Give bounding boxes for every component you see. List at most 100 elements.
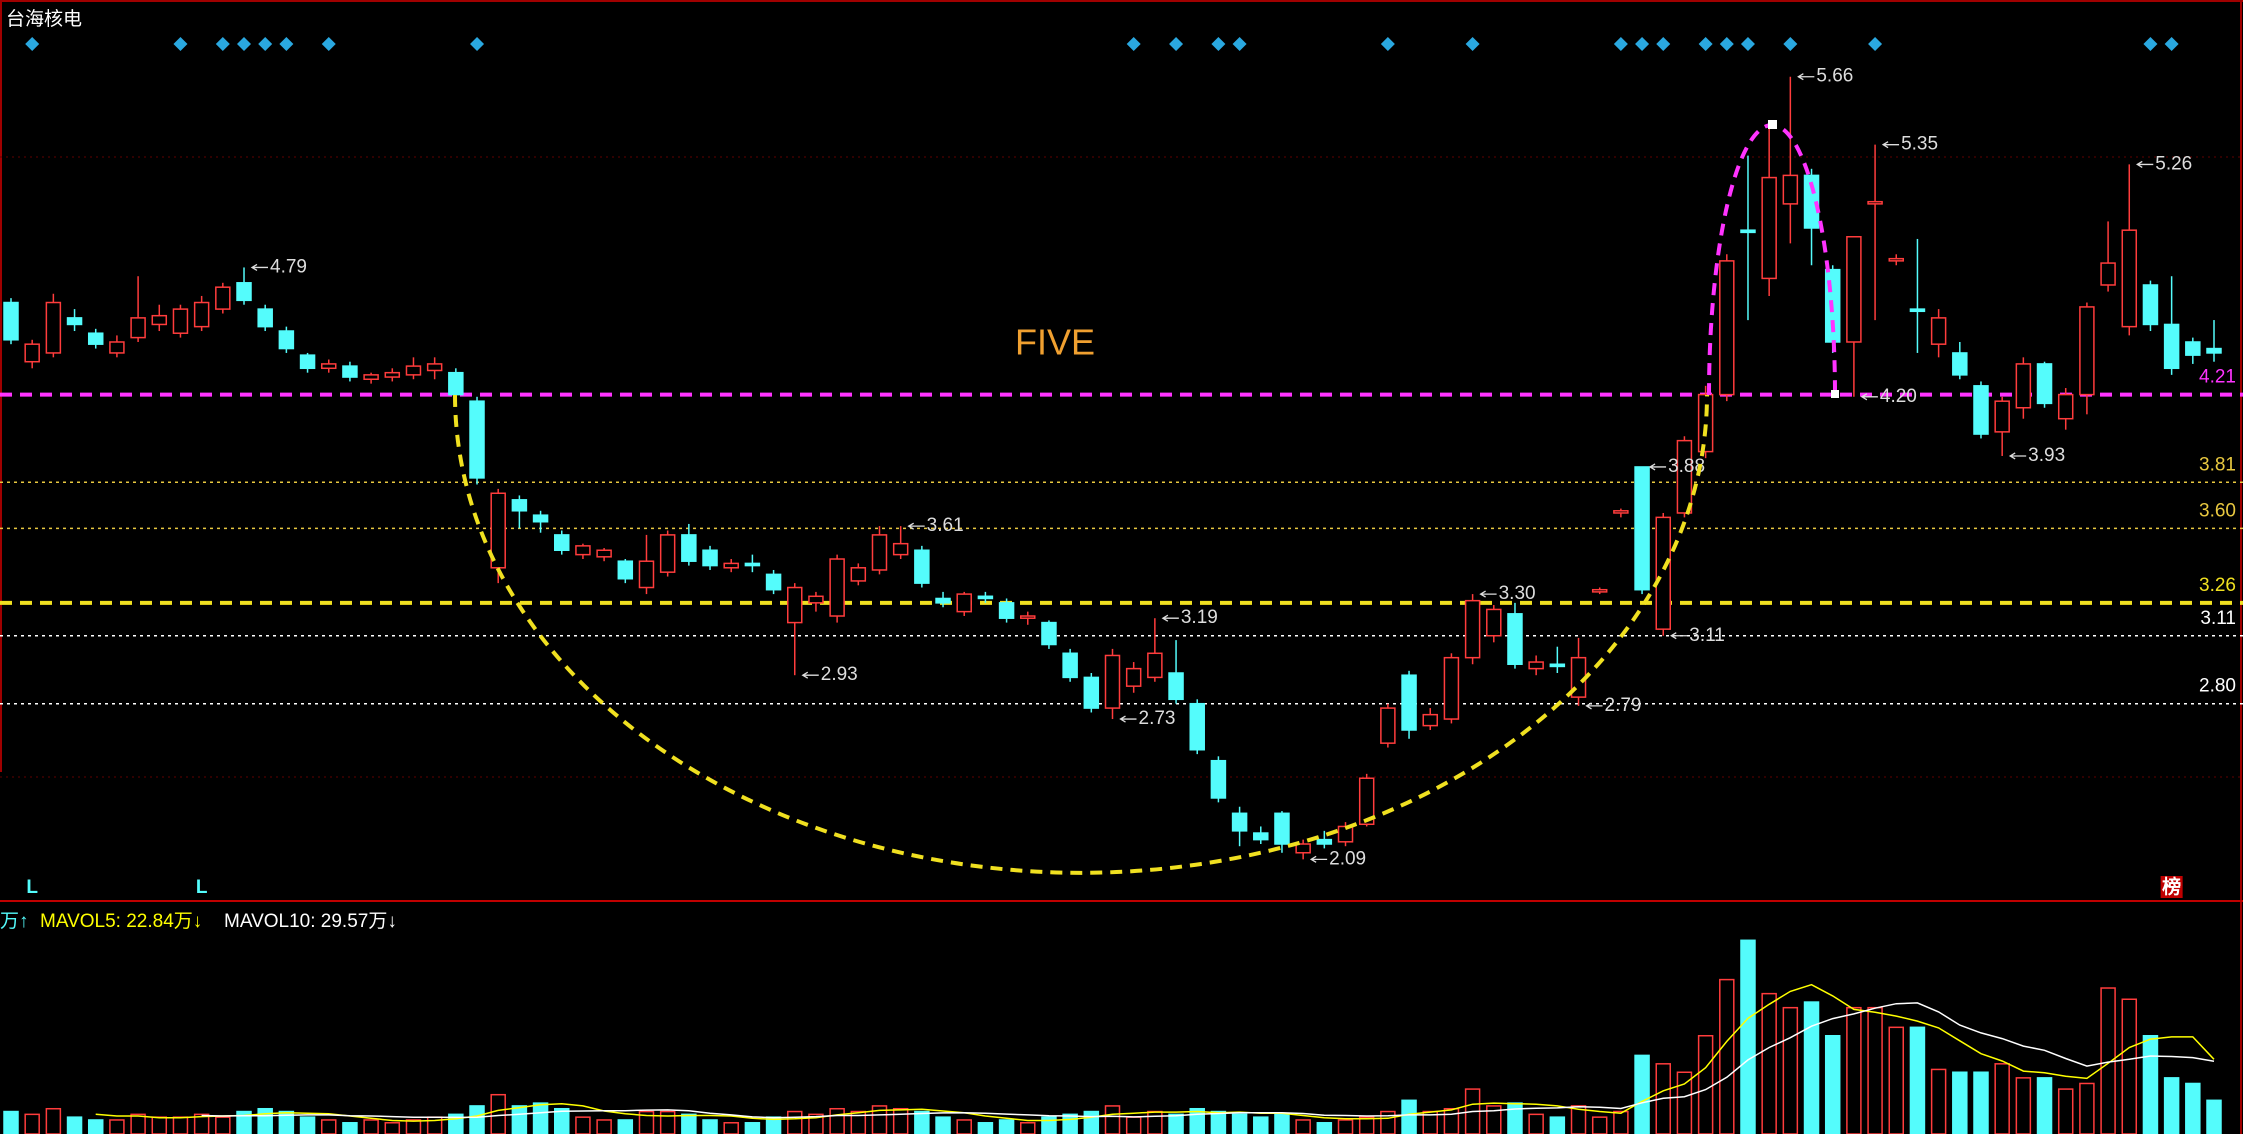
signal-diamond [1740, 37, 1755, 51]
candle-body [956, 593, 972, 613]
candle-body [193, 301, 210, 328]
volume-bar [1443, 1107, 1460, 1134]
volume-bar [935, 1116, 951, 1134]
volume-bar [87, 1119, 104, 1134]
volume-bar [490, 1093, 506, 1134]
candle-body [1867, 200, 1883, 205]
extreme-label: 3.19 [1181, 607, 1218, 628]
volume-bar [1274, 1113, 1290, 1134]
volume-bar [2079, 1082, 2095, 1134]
candle-body [1507, 613, 1523, 665]
extreme-label: 3.61 [927, 515, 964, 536]
candle-body [1380, 707, 1396, 744]
candle-body [1125, 667, 1142, 687]
volume-bar [320, 1119, 337, 1134]
signal-diamond [1169, 37, 1184, 51]
extreme-label: 2.79 [1605, 695, 1642, 716]
candle-body [215, 286, 231, 310]
volume-bar [2185, 1082, 2201, 1134]
candle-body [1274, 812, 1290, 845]
candle-body [1358, 777, 1375, 826]
volume-bar [1125, 1116, 1142, 1134]
volume-bar [2121, 998, 2138, 1134]
volume-bar [2057, 1088, 2074, 1134]
volume-bar [1570, 1105, 1587, 1134]
candle-body [998, 602, 1015, 619]
candle-body [1443, 656, 1460, 720]
candle-body [1083, 676, 1100, 709]
candle-body [24, 343, 40, 363]
volume-bar [787, 1110, 803, 1134]
candle-body [299, 354, 316, 370]
candle-body [1761, 176, 1777, 280]
candle-body [1888, 257, 1905, 262]
volume-bar [977, 1122, 994, 1134]
volume-bar [1697, 1034, 1714, 1134]
plot-layer: 4.21 3.81 3.60 3.26 3.11 2.80 4.79 3.61 2.93 3.19… [0, 37, 2243, 1134]
candle-body [1994, 400, 2010, 433]
annotation-five: FIVE [1015, 322, 1095, 363]
candle-body [2057, 393, 2074, 420]
signal-diamond [215, 37, 230, 51]
volume-bar [1062, 1113, 1078, 1134]
volume-bar [914, 1110, 930, 1134]
candle-body [977, 595, 994, 600]
signal-diamond [321, 37, 336, 51]
volume-bar [1486, 1105, 1502, 1134]
candle-body [532, 514, 549, 523]
signal-diamond [1613, 37, 1628, 51]
volume-bar [130, 1113, 146, 1134]
legend-entry: MAVOL10: 29.57万↓ [224, 911, 397, 932]
candle-body [2185, 341, 2201, 356]
candle-body [808, 595, 824, 604]
candle-body [130, 317, 146, 339]
candle-body [278, 330, 295, 350]
candle-body [1549, 663, 1566, 668]
candle-body [1909, 308, 1926, 313]
signal-diamond [1783, 37, 1798, 51]
volume-bar [1337, 1119, 1354, 1134]
candle-body [151, 314, 168, 326]
volume-bar [1824, 1034, 1841, 1134]
candle-body [575, 545, 591, 556]
volume-bar [1507, 1102, 1523, 1134]
candle-body [320, 363, 337, 370]
volume-bar [1994, 1063, 2010, 1134]
volume-bar [1973, 1071, 1989, 1134]
candle-body [342, 365, 358, 378]
candle-body [1973, 385, 1989, 435]
extreme-arrow [1648, 463, 1667, 471]
candle-body [1422, 713, 1438, 727]
candle-body [2015, 363, 2032, 409]
volume-bar [1782, 1006, 1799, 1134]
signal-diamond [173, 37, 188, 51]
signal-diamond [1868, 37, 1883, 51]
marker-label: L [26, 877, 38, 898]
extreme-label: 5.26 [2155, 153, 2192, 174]
candle-body [1041, 621, 1057, 646]
extreme-label: 3.88 [1668, 456, 1705, 477]
extreme-arrow [801, 671, 819, 679]
candle-body [3, 301, 19, 341]
candle-body [1231, 812, 1248, 832]
candle-body [1104, 654, 1121, 709]
candle-body [850, 567, 867, 582]
extreme-arrow [1797, 73, 1815, 81]
cup-arc [453, 394, 1709, 875]
volume-bar [3, 1110, 19, 1134]
signal-diamond [2143, 37, 2158, 51]
volume-bar [1104, 1105, 1121, 1134]
signal-diamond [1719, 37, 1734, 51]
volume-bar [1549, 1116, 1566, 1134]
candle-body [1952, 352, 1968, 376]
stock-title: 台海核电 [6, 8, 82, 30]
volume-bar [1909, 1026, 1926, 1134]
volume-bar [299, 1116, 316, 1134]
volume-bar [1846, 1006, 1862, 1134]
signal-diamond [1126, 37, 1141, 51]
volume-bar [744, 1122, 761, 1134]
volume-bar [1231, 1113, 1248, 1134]
volume-bar [363, 1119, 379, 1134]
reference-label: 3.60 [2199, 500, 2236, 521]
candle-body [765, 573, 782, 591]
